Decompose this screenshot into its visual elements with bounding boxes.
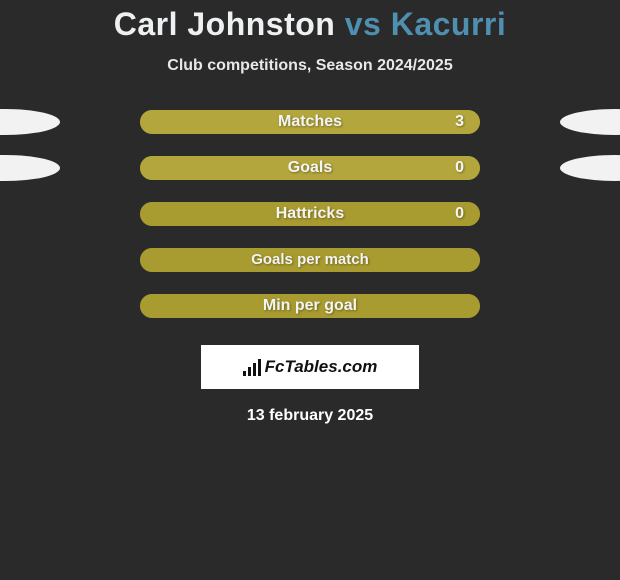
stat-row: Hattricks0 [0,197,620,243]
stat-value: 3 [455,110,464,134]
stat-label: Goals per match [140,248,480,272]
stat-label: Goals [140,156,480,180]
stat-row: Goals0 [0,151,620,197]
right-oval [560,155,620,181]
logo: FcTables.com [243,357,378,377]
stat-label: Min per goal [140,294,480,318]
date: 13 february 2025 [0,407,620,425]
stat-label: Hattricks [140,202,480,226]
stat-row: Matches3 [0,105,620,151]
stat-row: Goals per match [0,243,620,289]
title: Carl Johnston vs Kacurri [0,6,620,43]
stat-value: 0 [455,156,464,180]
left-oval [0,109,60,135]
comparison-infographic: Carl Johnston vs Kacurri Club competitio… [0,0,620,425]
player1-name: Carl Johnston [114,6,336,42]
stat-rows: Matches3Goals0Hattricks0Goals per matchM… [0,105,620,335]
stat-row: Min per goal [0,289,620,335]
right-oval [560,109,620,135]
subtitle: Club competitions, Season 2024/2025 [0,57,620,75]
logo-box: FcTables.com [201,345,419,389]
bars-icon [243,358,261,376]
vs-text: vs [345,6,382,42]
stat-label: Matches [140,110,480,134]
player2-name: Kacurri [391,6,507,42]
logo-text: FcTables.com [265,357,378,377]
left-oval [0,155,60,181]
stat-value: 0 [455,202,464,226]
